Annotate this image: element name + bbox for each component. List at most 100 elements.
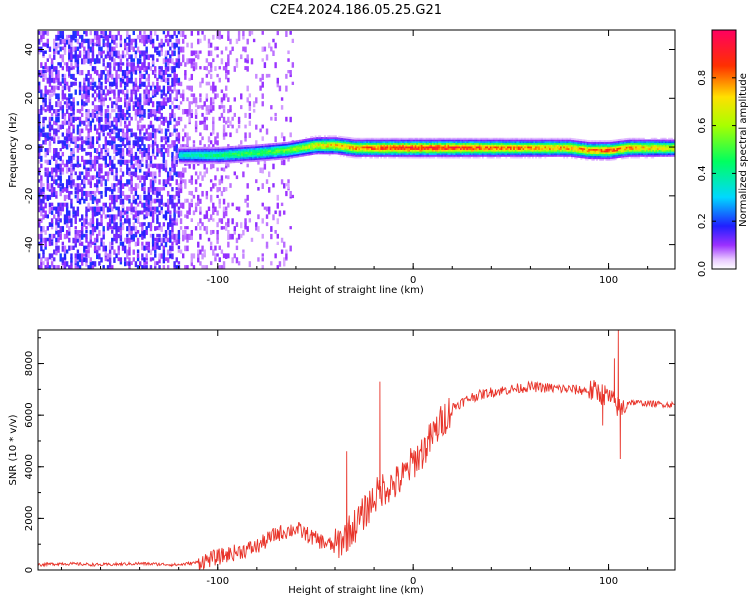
heatmap-cell: [143, 62, 146, 68]
heatmap-cell: [78, 241, 82, 246]
heatmap-cell: [89, 257, 92, 263]
heatmap-cell: [68, 58, 71, 62]
heatmap-cell: [48, 253, 52, 260]
heatmap-cell: [49, 269, 51, 273]
heatmap-cell: [181, 157, 184, 159]
heatmap-cell: [299, 141, 301, 144]
heatmap-cell: [274, 253, 277, 259]
heatmap-cell: [324, 152, 326, 155]
heatmap-cell: [216, 167, 219, 172]
heatmap-cell: [385, 142, 387, 145]
heatmap-cell: [227, 269, 229, 273]
heatmap-cell: [121, 54, 125, 59]
heatmap-cell: [336, 144, 339, 146]
heatmap-cell: [452, 144, 455, 147]
heatmap-cell: [48, 241, 52, 247]
heatmap-cell: [224, 62, 228, 68]
heatmap-cell: [106, 175, 110, 182]
heatmap-cell: [98, 222, 101, 227]
heatmap-cell: [199, 105, 202, 109]
heatmap-cell: [439, 142, 442, 145]
heatmap-cell: [192, 66, 196, 72]
heatmap-cell: [74, 194, 77, 199]
heatmap-cell: [166, 249, 170, 256]
heatmap-cell: [102, 241, 105, 246]
heatmap-cell: [466, 149, 469, 152]
heatmap-cell: [466, 151, 469, 154]
heatmap-cell: [135, 269, 137, 275]
heatmap-cell: [428, 141, 431, 144]
heatmap-cell: [449, 142, 451, 145]
heatmap-cell: [309, 153, 312, 156]
heatmap-cell: [48, 140, 52, 146]
heatmap-cell: [177, 194, 181, 199]
heatmap-cell: [319, 140, 322, 143]
heatmap-cell: [245, 150, 248, 153]
heatmap-cell: [370, 137, 373, 140]
heatmap-cell: [419, 153, 422, 156]
heatmap-cell: [191, 153, 193, 156]
heatmap-cell: [91, 163, 95, 169]
heatmap-cell: [169, 120, 172, 125]
heatmap-cell: [463, 154, 465, 157]
heatmap-cell: [128, 257, 131, 261]
heatmap-cell: [294, 142, 297, 145]
heatmap-cell: [96, 42, 99, 47]
heatmap-cell: [57, 128, 60, 133]
heatmap-cell: [169, 38, 172, 43]
heatmap-cell: [289, 153, 292, 156]
heatmap-cell: [417, 156, 420, 159]
heatmap-cell: [46, 194, 49, 202]
heatmap-cell: [164, 229, 168, 236]
heatmap-cell: [85, 38, 88, 44]
heatmap-cell: [242, 146, 245, 149]
heatmap-cell: [400, 144, 403, 147]
heatmap-cell: [227, 58, 230, 64]
heatmap-cell: [164, 210, 168, 215]
heatmap-cell: [100, 206, 103, 212]
heatmap-cell: [130, 132, 133, 138]
heatmap-cell: [104, 190, 108, 197]
heatmap-cell: [96, 93, 99, 98]
heatmap-cell: [160, 237, 163, 244]
heatmap-cell: [115, 34, 118, 41]
heatmap-cell: [123, 97, 127, 103]
heatmap-cell: [331, 152, 334, 155]
heatmap-cell: [151, 54, 155, 61]
heatmap-cell: [207, 105, 211, 110]
heatmap-cell: [128, 34, 131, 40]
heatmap-cell: [269, 151, 272, 154]
heatmap-cell: [367, 154, 370, 157]
heatmap-cell: [166, 85, 170, 92]
heatmap-cell: [311, 146, 314, 149]
heatmap-cell: [85, 218, 88, 225]
heatmap-cell: [145, 269, 147, 272]
heatmap-cell: [50, 265, 54, 269]
heatmap-cell: [218, 202, 221, 209]
heatmap-cell: [171, 198, 174, 204]
heatmap-cell: [147, 93, 151, 98]
heatmap-cell: [410, 154, 412, 157]
heatmap-cell: [375, 146, 378, 149]
heatmap-cell: [119, 42, 123, 48]
heatmap-cell: [463, 137, 465, 140]
heatmap-cell: [65, 210, 69, 216]
heatmap-cell: [186, 157, 189, 159]
heatmap-cell: [327, 145, 329, 148]
heatmap-cell: [422, 141, 425, 144]
heatmap-cell: [93, 206, 97, 212]
heatmap-cell: [42, 187, 45, 192]
heatmap-cell: [466, 142, 469, 145]
heatmap-cell: [205, 153, 208, 156]
heatmap-cell: [78, 218, 82, 222]
heatmap-cell: [169, 58, 172, 64]
heatmap-cell: [252, 156, 254, 159]
heatmap-cell: [85, 261, 88, 267]
heatmap-cell: [175, 38, 178, 44]
heatmap-cell: [106, 171, 110, 177]
heatmap-cell: [46, 226, 49, 231]
heatmap-cell: [249, 149, 251, 152]
heatmap-cell: [78, 89, 82, 96]
heatmap-cell: [42, 124, 45, 130]
heatmap-cell: [220, 167, 224, 171]
